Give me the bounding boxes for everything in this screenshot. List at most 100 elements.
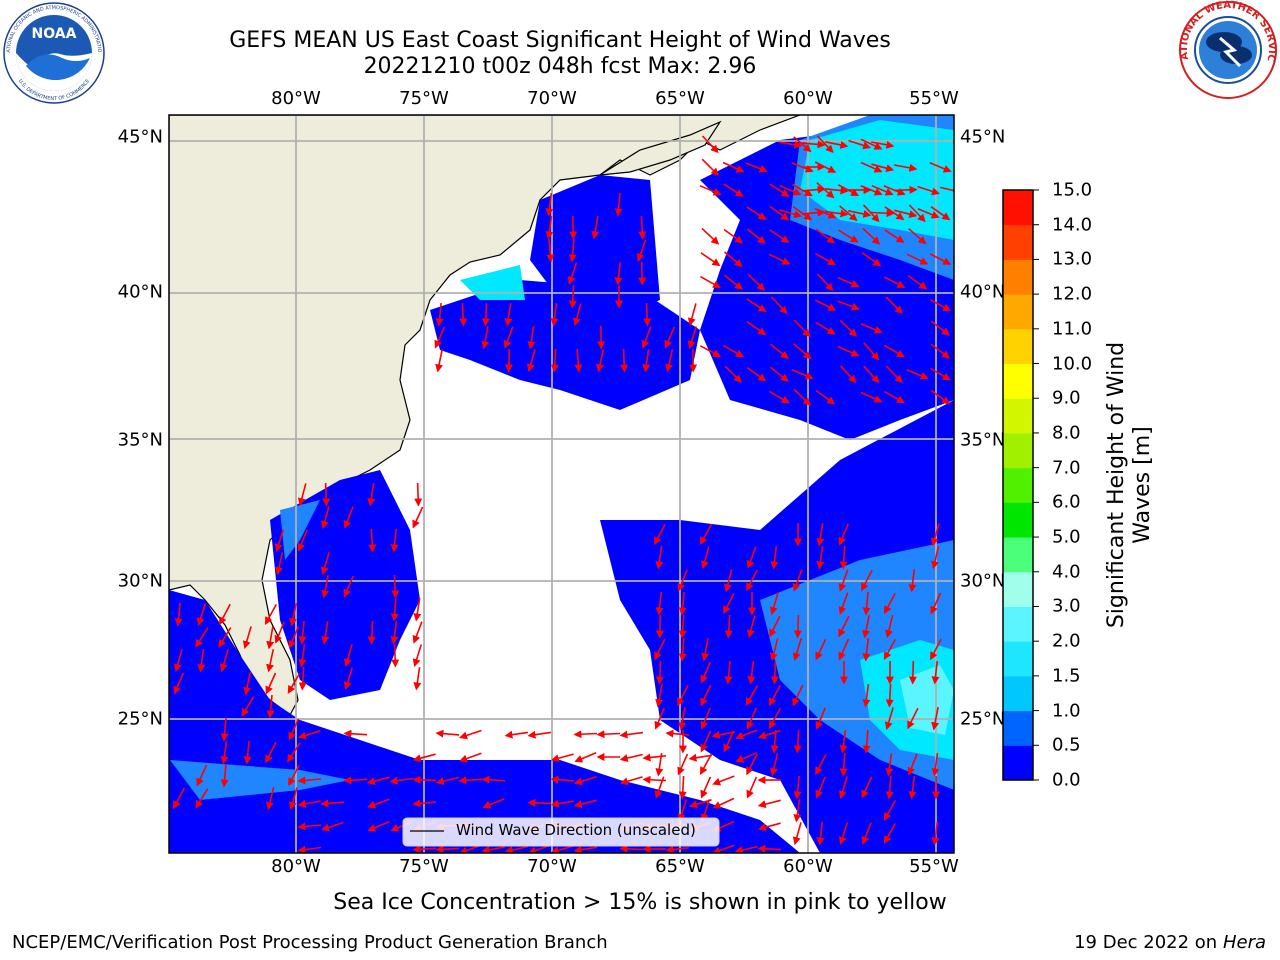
- lon-tick-bottom: 55°W: [909, 856, 959, 877]
- credit-line: NCEP/EMC/Verification Post Processing Pr…: [12, 932, 608, 953]
- colorbar-segment: [1003, 537, 1033, 573]
- wave-direction-arrow: [195, 788, 209, 809]
- wave-direction-arrow: [321, 821, 344, 832]
- colorbar-segment: [1003, 259, 1033, 295]
- wave-direction-arrow: [573, 845, 598, 853]
- wave-direction-arrow: [815, 638, 827, 661]
- wave-direction-arrow: [320, 506, 330, 530]
- wave-direction-arrow: [723, 569, 733, 593]
- wave-direction-arrow: [871, 140, 895, 149]
- colorbar-label: 0.0: [1052, 769, 1081, 791]
- wave-direction-arrow: [839, 729, 848, 754]
- wave-direction-arrow: [884, 707, 894, 731]
- wave-direction-arrow: [390, 529, 399, 553]
- lat-tick-right: 40°N: [960, 281, 1006, 303]
- wave-direction-arrow: [197, 648, 206, 673]
- wave-direction-arrow: [779, 184, 802, 196]
- wave-direction-arrow: [678, 592, 687, 616]
- wave-direction-arrow: [481, 302, 490, 327]
- wave-direction-arrow: [699, 524, 713, 545]
- wave-direction-arrow: [220, 740, 229, 765]
- wave-direction-arrow: [297, 729, 321, 740]
- wave-direction-arrow: [527, 730, 552, 739]
- wave-direction-arrow: [297, 822, 322, 831]
- wave-direction-arrow: [792, 822, 802, 846]
- noaa-logo: NOAA NATIONAL OCEANIC AND ATMOSPHERIC AD…: [2, 2, 105, 104]
- wave-direction-arrow: [723, 592, 735, 615]
- wave-direction-arrow: [343, 776, 368, 785]
- wave-direction-arrow: [366, 776, 390, 786]
- wave-direction-arrow: [792, 684, 804, 707]
- wave-direction-arrow: [863, 365, 880, 384]
- date-line: 19 Dec 2022 on Hera: [1074, 932, 1266, 953]
- wave-direction-arrow: [894, 163, 918, 172]
- wave-direction-arrow: [861, 776, 873, 799]
- wave-direction-arrow: [931, 707, 940, 731]
- colorbar-segment: [1003, 641, 1033, 677]
- colorbar-segment: [1003, 328, 1033, 365]
- wave-direction-arrow: [825, 141, 849, 149]
- wave-direction-arrow: [320, 552, 330, 576]
- wave-direction-arrow: [655, 660, 664, 685]
- wave-direction-arrow: [569, 215, 578, 240]
- wave-direction-arrow: [907, 753, 918, 776]
- wave-direction-arrow: [908, 569, 917, 593]
- wave-direction-arrow: [906, 253, 929, 265]
- wave-direction-arrow: [678, 775, 687, 800]
- colorbar-title: Significant Height of Wind Waves [m]: [1104, 341, 1155, 629]
- colorbar-segment: [1003, 502, 1033, 538]
- lat-tick-left: 45°N: [117, 126, 163, 148]
- wave-direction-arrow: [412, 845, 437, 853]
- wave-direction-arrow: [288, 626, 299, 649]
- colorbar-label: 4.0: [1052, 561, 1081, 583]
- wave-direction-arrow: [641, 326, 652, 349]
- wave-direction-arrow: [287, 742, 301, 763]
- colorbar-label: 10.0: [1052, 353, 1093, 375]
- wave-direction-arrow: [343, 644, 353, 668]
- colorbar-segment: [1003, 294, 1033, 330]
- lat-tick-left: 30°N: [117, 570, 163, 592]
- colorbar-label: 5.0: [1052, 526, 1081, 548]
- wave-direction-arrow: [700, 275, 721, 289]
- wave-direction-arrow: [883, 639, 897, 660]
- wave-direction-arrow: [636, 239, 647, 262]
- wave-direction-arrow: [700, 252, 721, 267]
- legend-label: Wind Wave Direction (unscaled): [456, 821, 696, 839]
- wave-direction-arrow: [769, 366, 789, 382]
- wave-direction-arrow: [654, 523, 666, 546]
- wave-direction-arrow: [801, 140, 826, 149]
- wave-direction-arrow: [746, 321, 767, 336]
- wave-direction-arrow: [883, 823, 897, 845]
- wave-direction-arrow: [746, 776, 758, 799]
- wave-direction-arrow: [815, 321, 836, 335]
- wave-direction-arrow: [815, 776, 827, 799]
- wave-direction-arrow: [940, 186, 954, 192]
- wave-direction-arrow: [297, 845, 322, 853]
- wave-direction-arrow: [655, 545, 664, 570]
- wave-direction-arrow: [735, 751, 758, 763]
- colorbar-label: 6.0: [1052, 491, 1081, 513]
- wave-direction-arrow: [907, 707, 919, 730]
- wave-direction-arrow: [665, 845, 689, 853]
- wave-direction-arrow: [711, 731, 735, 739]
- wave-direction-arrow: [838, 523, 849, 546]
- colorbar-frame: [1002, 189, 1034, 781]
- wave-direction-arrow: [712, 775, 735, 786]
- wave-direction-arrow: [638, 261, 647, 286]
- wave-direction-arrow: [266, 649, 275, 673]
- wave-direction-arrow: [861, 251, 882, 267]
- wave-direction-arrow: [367, 482, 376, 507]
- wave-direction-arrow: [574, 752, 597, 763]
- wave-direction-arrow: [678, 614, 687, 639]
- lon-tick-bottom: 60°W: [783, 856, 833, 877]
- colorbar-label: 12.0: [1052, 283, 1093, 305]
- wave-direction-arrow: [930, 343, 951, 359]
- wave-direction-arrow: [434, 326, 446, 349]
- wave-direction-arrow: [266, 787, 275, 811]
- wave-direction-arrow: [793, 614, 802, 639]
- lon-tick-top: 80°W: [271, 88, 321, 109]
- wave-direction-arrow: [701, 135, 719, 154]
- wave-direction-arrow: [769, 592, 779, 616]
- wave-direction-arrow: [619, 753, 643, 762]
- wave-direction-arrow: [390, 597, 399, 622]
